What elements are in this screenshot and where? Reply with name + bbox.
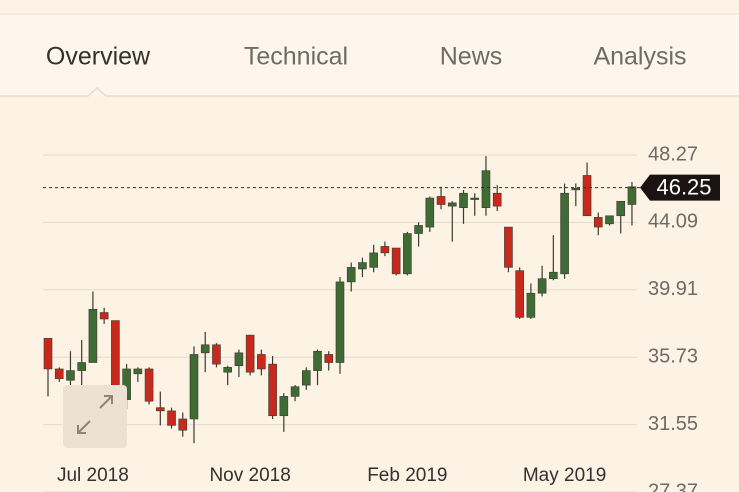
expand-button[interactable] [63,385,127,448]
candle-body [560,192,569,275]
candle-body [346,267,356,283]
candle-body [481,170,491,209]
y-tick-label: 31.55 [648,413,698,435]
candle-body [156,407,165,412]
candle-body [77,362,86,371]
candle-body [627,186,637,205]
candle-body [257,354,266,370]
candle-body [616,200,626,217]
y-tick-label: 44.09 [648,211,698,233]
x-tick-label: May 2019 [523,465,606,486]
candle-body [301,370,311,386]
candle-body [200,344,210,354]
candle-body [414,225,423,234]
candle-body [324,354,334,363]
plot: 27.37 31.55 35.73 39.91 44.09 48.27 Jul 2018 No… [43,143,720,492]
y-tick-label: 27.37 [648,480,698,492]
candle-body [189,354,199,420]
candle-body [537,278,547,294]
y-tick-label: 39.91 [648,278,698,300]
candle-body [459,192,468,209]
candle-body [313,350,322,371]
candle-body [111,320,120,391]
candle-body [549,271,558,279]
candle-body [212,344,221,365]
x-tick-label: Jul 2018 [57,465,129,486]
candle-body [492,192,502,207]
candle-body [223,367,232,373]
candle-body [605,215,614,225]
tab-indicator [0,86,739,97]
candle-body [447,202,457,207]
candle-body [380,246,390,254]
candle-body [504,226,513,268]
candle-body [245,334,255,373]
last-price-label: 46.25 [656,174,711,199]
candle-body [571,188,581,191]
candle-body [66,370,75,381]
candle-body [425,197,435,228]
tab[interactable]: News [440,43,503,71]
x-tick-label: Feb 2019 [367,465,447,486]
candle-body [88,309,98,363]
tab[interactable]: Technical [244,43,348,71]
candle-body [335,281,345,363]
candle-body [178,418,188,431]
candle-body [268,363,277,417]
y-tick-label: 48.27 [648,143,698,165]
candle-body [54,368,64,379]
candle-body [515,270,524,318]
candle-body [582,175,592,217]
candle-body [144,368,154,402]
candle-body [403,233,412,275]
tab[interactable]: Overview [46,43,151,71]
last-price-badge [640,174,720,201]
candle-body [279,396,289,417]
expand-button-bg[interactable] [63,385,127,448]
tab[interactable]: Analysis [593,43,686,71]
candle-body [369,252,378,268]
candle-body [290,386,300,397]
candle-body [358,262,367,270]
candle-body [593,217,603,228]
candle-body [133,368,143,375]
candle-body [391,247,401,275]
candle-body [526,292,536,318]
candle-body [167,410,176,426]
x-tick-label: Nov 2018 [209,465,290,486]
y-tick-label: 35.73 [648,345,698,367]
tab-bar [0,14,739,96]
candle-body [99,312,109,320]
candle-body [470,197,480,200]
expand-icon[interactable] [77,395,113,434]
candle-body [43,338,53,370]
candle-body [234,352,244,367]
candle-body [436,196,446,205]
